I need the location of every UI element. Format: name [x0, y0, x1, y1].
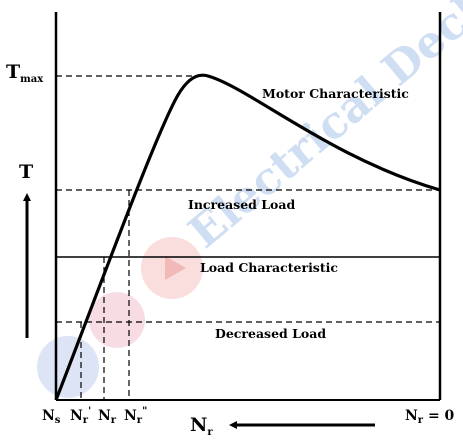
nr-double-prime-tick-label: Nr" [124, 406, 147, 426]
load-characteristic-label: Load Characteristic [200, 260, 338, 275]
ns-tick-label: Ns [42, 408, 61, 426]
torque-label: T [19, 161, 33, 183]
increased-load-label: Increased Load [188, 197, 295, 212]
play-icon [165, 256, 186, 280]
tmax-label: Tmax [6, 61, 44, 85]
nr-tick-label: Nr [98, 408, 117, 426]
speed-axis-label: Nr [190, 414, 213, 438]
motor-characteristic-label: Motor Characteristic [262, 86, 409, 101]
watermark-circle-pink [89, 292, 145, 348]
motor-characteristic-curve [54, 73, 441, 401]
nr-zero-label: Nr = 0 [405, 408, 455, 426]
nr-prime-tick-label: Nr' [70, 406, 91, 426]
decreased-load-label: Decreased Load [215, 326, 326, 341]
watermark-text: Electrical Deck [179, 0, 463, 258]
